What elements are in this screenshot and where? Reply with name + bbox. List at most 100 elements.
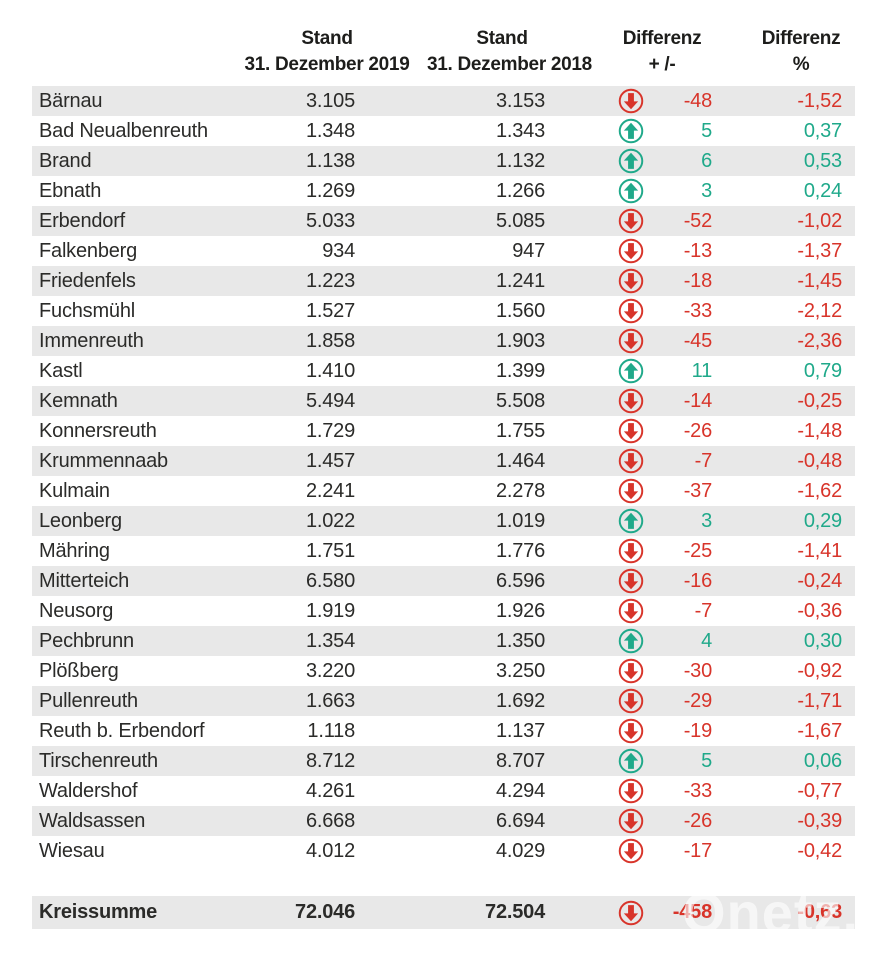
- trend-arrow-icon: [618, 598, 644, 624]
- difference-percent: 0,30: [803, 629, 842, 652]
- trend-arrow-icon: [618, 838, 644, 864]
- header-stand-2019-line1: Stand: [301, 28, 353, 49]
- value-2019: 1.858: [305, 329, 355, 352]
- difference-value: 3: [701, 509, 712, 532]
- trend-arrow-icon: [618, 508, 644, 534]
- value-2018: 1.903: [495, 329, 545, 352]
- difference-cell: -13: [547, 236, 717, 266]
- value-2018: 2.278: [495, 479, 545, 502]
- difference-value: -33: [683, 779, 713, 802]
- difference-value: -17: [683, 839, 713, 862]
- municipality-name: Kreissumme: [39, 901, 158, 923]
- table-row: Kastl 1.410 1.399 11 0,79: [32, 356, 855, 386]
- difference-cell: 6: [547, 146, 717, 176]
- municipality-name: Falkenberg: [39, 239, 138, 262]
- difference-percent: 0,29: [803, 509, 842, 532]
- difference-percent: -0,77: [797, 779, 842, 802]
- trend-arrow-icon: [618, 88, 644, 114]
- municipality-name: Brand: [39, 149, 92, 172]
- difference-cell: -18: [547, 266, 717, 296]
- difference-value: -13: [683, 239, 713, 262]
- municipality-name: Pechbrunn: [39, 629, 134, 652]
- value-2019: 1.729: [305, 419, 355, 442]
- difference-cell: -29: [547, 686, 717, 716]
- difference-percent: -2,12: [797, 299, 842, 322]
- trend-arrow-icon: [618, 748, 644, 774]
- trend-arrow-icon: [618, 178, 644, 204]
- difference-percent: -1,02: [797, 209, 842, 232]
- difference-cell: -26: [547, 416, 717, 446]
- difference-value: -14: [683, 389, 713, 412]
- value-2019: 934: [322, 239, 355, 262]
- municipality-name: Ebnath: [39, 179, 102, 202]
- header-differenz-pct: Differenz %: [747, 26, 855, 78]
- value-2019: 1.138: [305, 149, 355, 172]
- difference-value: -30: [683, 659, 713, 682]
- difference-value: -52: [683, 209, 713, 232]
- trend-arrow-icon: [618, 358, 644, 384]
- table-row: Pullenreuth 1.663 1.692 -29 -1,71: [32, 686, 855, 716]
- value-2019: 5.494: [305, 389, 355, 412]
- value-2019: 4.261: [305, 779, 355, 802]
- municipality-name: Tirschenreuth: [39, 749, 158, 772]
- difference-percent: -0,92: [797, 659, 842, 682]
- difference-percent: 0,37: [803, 119, 842, 142]
- trend-arrow-icon: [618, 718, 644, 744]
- table-row: Immenreuth 1.858 1.903 -45 -2,36: [32, 326, 855, 356]
- table-row: Reuth b. Erbendorf 1.118 1.137 -19 -1,67: [32, 716, 855, 746]
- difference-percent: -0,42: [797, 839, 842, 862]
- municipality-name: Mähring: [39, 539, 110, 562]
- municipality-name: Leonberg: [39, 509, 122, 532]
- difference-cell: -30: [547, 656, 717, 686]
- difference-cell: -7: [547, 596, 717, 626]
- difference-value: -7: [694, 599, 713, 622]
- table-row: Kemnath 5.494 5.508 -14 -0,25: [32, 386, 855, 416]
- municipality-name: Bärnau: [39, 89, 103, 112]
- summary-section: Kreissumme 72.046 72.504 -458 -0,63: [32, 896, 855, 929]
- summary-row: Kreissumme 72.046 72.504 -458 -0,63: [32, 896, 855, 929]
- difference-percent: -0,24: [797, 569, 842, 592]
- value-2019: 1.223: [305, 269, 355, 292]
- difference-cell: -52: [547, 206, 717, 236]
- header-stand-2018: Stand 31. Dezember 2018: [427, 26, 592, 78]
- difference-value: 6: [701, 149, 712, 172]
- header-stand-2018-line2: 31. Dezember 2018: [427, 54, 592, 75]
- difference-value: -26: [683, 809, 713, 832]
- difference-percent: -1,48: [797, 419, 842, 442]
- table-row: Kulmain 2.241 2.278 -37 -1,62: [32, 476, 855, 506]
- value-2018: 1.464: [495, 449, 545, 472]
- difference-percent: -2,36: [797, 329, 842, 352]
- value-2018: 5.508: [495, 389, 545, 412]
- difference-value: -33: [683, 299, 713, 322]
- value-2019: 1.751: [305, 539, 355, 562]
- difference-percent: -0,39: [797, 809, 842, 832]
- header-differenz-abs-line2: + /-: [648, 54, 676, 75]
- header-differenz-pct-line1: Differenz: [761, 28, 841, 49]
- trend-arrow-icon: [618, 778, 644, 804]
- table-row: Fuchsmühl 1.527 1.560 -33 -2,12: [32, 296, 855, 326]
- header-stand-2019: Stand 31. Dezember 2019: [227, 26, 427, 78]
- municipality-name: Kulmain: [39, 479, 110, 502]
- value-2019: 1.118: [307, 719, 355, 742]
- value-2018: 1.776: [495, 539, 545, 562]
- value-2018: 4.294: [495, 779, 545, 802]
- difference-value: -29: [683, 689, 713, 712]
- value-2018: 947: [512, 239, 545, 262]
- municipality-name: Konnersreuth: [39, 419, 157, 442]
- difference-cell: -45: [547, 326, 717, 356]
- value-2019: 1.269: [305, 179, 355, 202]
- difference-cell: -25: [547, 536, 717, 566]
- table-row: Waldsassen 6.668 6.694 -26 -0,39: [32, 806, 855, 836]
- table-row: Pechbrunn 1.354 1.350 4 0,30: [32, 626, 855, 656]
- difference-percent: -1,67: [797, 719, 842, 742]
- trend-arrow-icon: [618, 118, 644, 144]
- municipality-name: Kastl: [39, 359, 83, 382]
- header-spacer: [32, 26, 227, 78]
- difference-cell: -48: [547, 86, 717, 116]
- value-2018: 1.926: [495, 599, 545, 622]
- value-2018: 8.707: [495, 749, 545, 772]
- difference-cell: -37: [547, 476, 717, 506]
- municipality-name: Waldershof: [39, 779, 138, 802]
- value-2018: 1.137: [495, 719, 545, 742]
